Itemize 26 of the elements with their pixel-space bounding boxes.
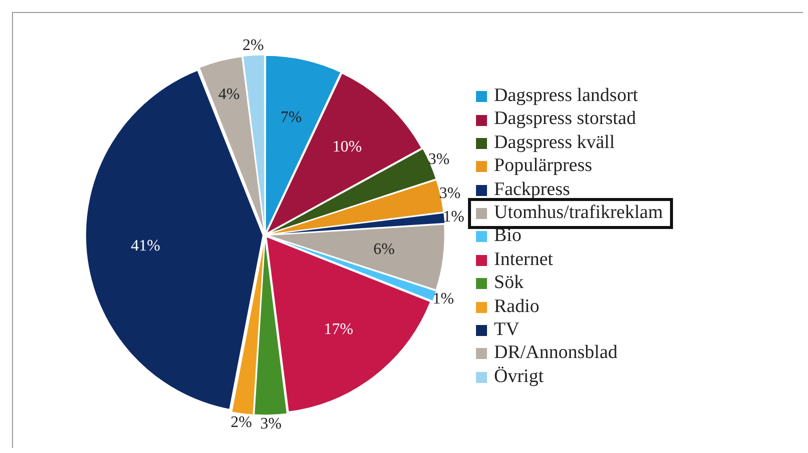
data-label: 6% [373,241,395,258]
data-label: 4% [218,86,240,104]
data-label: 7% [280,109,302,126]
legend-label: Sök [494,272,524,294]
legend-label: Dagspress storstad [494,108,636,130]
legend-label: Övrigt [494,366,544,387]
data-label: 2% [242,37,264,54]
legend-label: Bio [494,225,522,246]
data-label: 2% [230,414,252,432]
legend-label: TV [494,318,520,340]
data-label: 3% [439,184,461,202]
data-label: 10% [332,138,362,156]
legend-label: Dagspress kväll [494,132,615,153]
data-label: 1% [432,290,454,308]
data-label: 41% [130,238,160,254]
legend-label: Utomhus/trafikreklam [494,202,663,223]
legend-label: Dagspress landsort [494,85,638,106]
legend-label: Fackpress [494,178,570,200]
data-label: 1% [442,208,464,226]
legend-label: Radio [494,296,540,317]
data-label: 17% [324,321,354,338]
data-label: 3% [428,150,450,168]
legend-label: Populärpress [494,155,592,176]
data-label: 3% [260,416,282,433]
legend-label: DR/Annonsblad [494,342,618,364]
legend-label: Internet [494,248,554,270]
